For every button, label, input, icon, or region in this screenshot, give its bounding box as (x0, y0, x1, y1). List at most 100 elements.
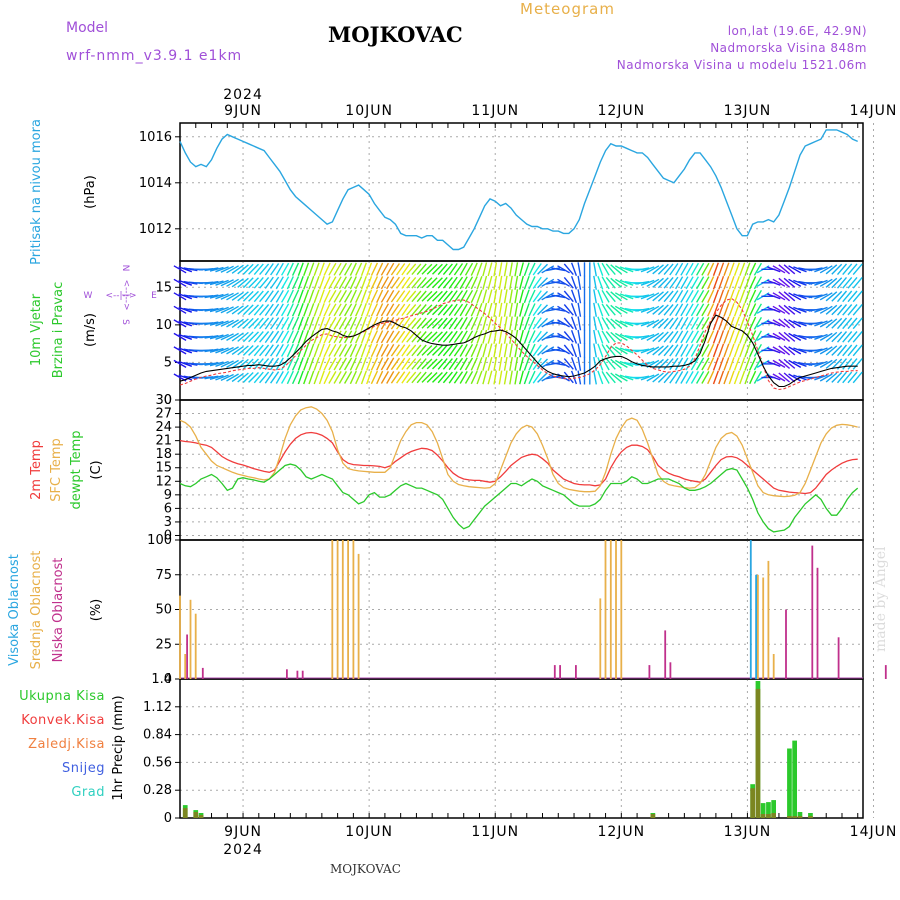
wind-arrow (728, 303, 735, 317)
wind-arrow (215, 333, 229, 340)
wind-arrow (493, 356, 498, 371)
wind-arrow (819, 359, 833, 369)
wind-arrow (390, 276, 400, 289)
wind-arrow (470, 276, 478, 290)
wind-arrow (396, 371, 406, 384)
wind-arrow (242, 331, 254, 343)
wind-arrow (593, 343, 597, 358)
wind-arrow (744, 275, 751, 290)
wind-arrow (297, 289, 304, 304)
wind-arrow (728, 289, 735, 304)
wind-arrow (831, 345, 843, 356)
wind-arrow (178, 279, 193, 286)
wind-arrow (396, 303, 406, 317)
wind-arrow (532, 276, 542, 289)
wind-arrow (291, 303, 300, 317)
wind-arrow (728, 343, 735, 358)
cloud-low-bar (575, 665, 577, 679)
wind-arrow (825, 318, 838, 329)
wind-arrow (303, 262, 310, 277)
wind-arrow (270, 263, 280, 276)
wind-arrow (528, 289, 536, 303)
wind-arrow (749, 316, 757, 330)
precip-conv-bar (766, 814, 771, 818)
wind-arrow (852, 371, 863, 384)
wind-arrow (248, 304, 259, 316)
wind-arrow (680, 371, 689, 384)
wind-arrow (248, 263, 259, 275)
wind-arrow (601, 343, 610, 357)
wind-arrow (532, 344, 542, 357)
wind-arrow (476, 289, 483, 304)
wind-arrow (695, 330, 705, 344)
precip-conv-bar (193, 812, 199, 818)
wind-arrow (739, 316, 746, 331)
wind-arrow (448, 276, 458, 289)
wind-arrow (437, 344, 448, 357)
wind-arrow (308, 316, 315, 331)
wind-arrow (640, 306, 655, 313)
wind-arrow (680, 357, 689, 371)
y-tick-label: 6 (164, 501, 172, 516)
wind-arrow (593, 316, 597, 331)
wind-arrow (482, 343, 488, 358)
wind-arrow (459, 330, 468, 344)
wind-arrow (707, 289, 715, 303)
wind-arrow (674, 303, 684, 317)
wind-arrow (204, 375, 219, 380)
wind-arrow (563, 290, 574, 303)
wind-arrow (231, 359, 244, 369)
wind-arrow (793, 320, 807, 327)
wind-arrow (570, 262, 578, 277)
wind-arrow (338, 343, 348, 357)
temp-series-t2m-line (179, 431, 858, 495)
cloud-mid-bar (757, 574, 759, 680)
model-label: Model (66, 20, 109, 36)
wind-arrow (286, 370, 294, 385)
y-tick-label: 1014 (139, 176, 172, 191)
wind-arrow (313, 275, 320, 290)
wind-arrow (396, 344, 406, 357)
x-year-top: 2024 (223, 87, 263, 103)
wind-arrow (275, 276, 284, 290)
wind-arrow (280, 289, 290, 303)
wind-arrow (707, 357, 715, 371)
precip-legend-2: Zaledj.Kisa (28, 737, 105, 752)
wind-arrow (528, 262, 536, 276)
wind-arrow (360, 316, 367, 331)
cloud-mid-bar (762, 577, 765, 679)
wind-arrow (355, 276, 363, 290)
wind-arrow (819, 305, 833, 314)
wind-arrow (557, 292, 570, 301)
wind-arrow (601, 330, 610, 344)
wind-arrow (766, 320, 781, 327)
wind-arrow (411, 317, 422, 330)
wind-arrow (674, 330, 684, 344)
wind-arrow (597, 370, 604, 385)
wind-arrow (380, 289, 390, 303)
y-tick-label: 0 (164, 811, 172, 826)
wind-arrow (432, 372, 443, 383)
y-tick-label: 10 (155, 318, 172, 333)
wind-arrow (406, 276, 417, 289)
wind-arrow (657, 345, 669, 356)
wind-arrow (707, 343, 715, 358)
wind-arrow (498, 316, 503, 331)
page-title: MOJKOVAC (328, 22, 463, 47)
wind-arrow (303, 275, 310, 290)
wind-arrow (640, 347, 655, 354)
y-tick-label: 5 (164, 355, 172, 370)
precip-legend-3: Snijeg (62, 761, 105, 776)
wind-arrow (541, 265, 555, 274)
wind-arrow (557, 319, 570, 328)
wind-arrow (728, 262, 735, 277)
wind-arrow (619, 333, 634, 340)
wind-arrow (406, 358, 417, 370)
wind-arrow (448, 330, 458, 344)
wind-arrow (328, 289, 337, 303)
wind-arrow (825, 291, 838, 302)
wind-arrow (343, 289, 353, 303)
wind-arrow (652, 345, 664, 356)
wind-arrow (605, 331, 616, 343)
wind-arrow (652, 291, 664, 302)
